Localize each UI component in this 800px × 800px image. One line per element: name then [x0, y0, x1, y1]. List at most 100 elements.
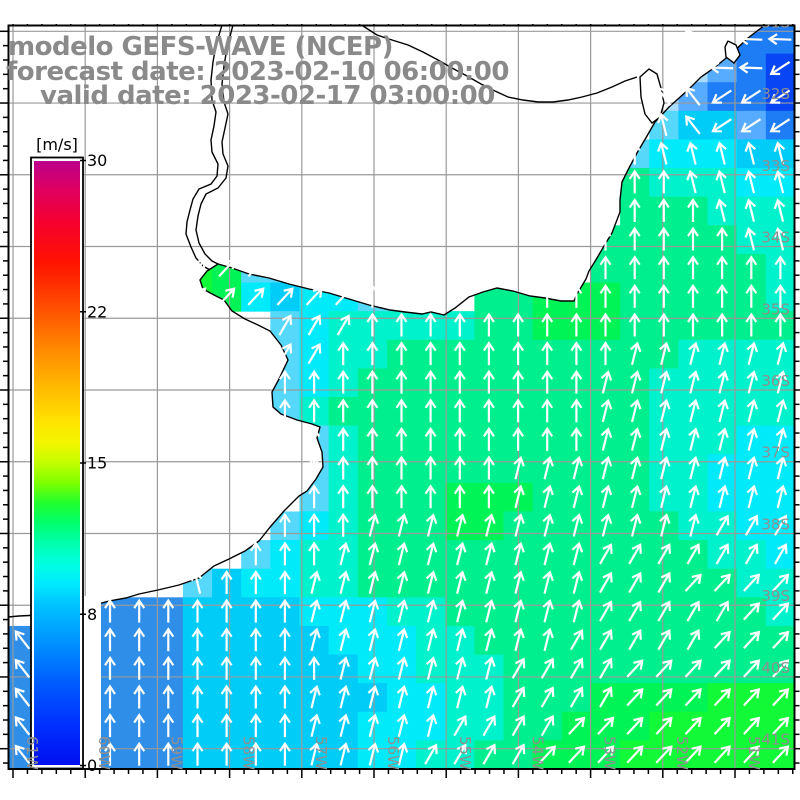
arrow-shaft — [218, 288, 235, 306]
arrow-head — [425, 541, 438, 553]
arrow-shaft — [657, 601, 671, 622]
arrow-head — [338, 627, 350, 639]
wind-arrow — [628, 628, 642, 651]
arrow-head — [545, 745, 557, 756]
arrow-head — [602, 628, 613, 640]
arrow-shaft — [628, 630, 642, 651]
arrow-head — [541, 312, 554, 323]
arrow-shaft — [599, 601, 612, 622]
wind-arrow — [482, 455, 495, 480]
arrow-head — [283, 258, 294, 270]
arrow-head — [748, 543, 759, 554]
wind-arrow — [772, 716, 790, 735]
arrow-head — [396, 742, 409, 753]
arrow-head — [338, 684, 350, 696]
wind-arrow — [424, 398, 437, 423]
arrow-shaft — [718, 486, 726, 509]
arrow-head — [778, 573, 790, 585]
wind-arrow — [133, 655, 146, 680]
arrow-shaft — [776, 486, 785, 509]
wind-arrow — [455, 570, 467, 594]
arrow-shaft — [776, 142, 785, 165]
arrow-head — [773, 141, 786, 152]
arrow-head — [691, 573, 702, 585]
wind-arrow — [746, 370, 759, 394]
arrow-head — [542, 484, 554, 496]
arrow-head — [309, 684, 321, 696]
wind-arrow — [220, 655, 233, 680]
arrow-shaft — [718, 142, 726, 165]
arrow-head — [691, 745, 702, 756]
wind-arrow — [424, 369, 437, 394]
arrow-head — [513, 455, 525, 467]
wind-arrow — [482, 743, 497, 765]
arrow-shaft — [747, 228, 756, 251]
wind-arrow — [367, 742, 380, 766]
arrow-shaft — [572, 514, 581, 537]
arrow-head — [541, 426, 554, 438]
arrow-head — [740, 122, 752, 133]
colorbar-unit-label: [m/s] — [36, 135, 78, 154]
arrow-head — [14, 687, 25, 698]
arrow-head — [311, 342, 322, 354]
wind-arrow — [688, 370, 700, 394]
arrow-head — [484, 656, 496, 667]
wind-arrow — [541, 341, 554, 366]
arrow-head — [425, 513, 438, 524]
arrow-head — [396, 656, 409, 667]
arrow-head — [308, 369, 321, 380]
wind-arrow — [571, 513, 584, 537]
wind-arrow — [773, 169, 786, 194]
wind-arrow — [396, 570, 409, 594]
arrow-head — [482, 398, 495, 409]
arrow-shaft — [424, 744, 438, 765]
wind-arrow — [773, 227, 786, 251]
arrow-head — [629, 341, 642, 353]
wind-arrow — [716, 283, 729, 308]
arrow-head — [711, 122, 722, 133]
arrow-shaft — [543, 543, 551, 566]
arrow-shaft — [339, 715, 347, 738]
arrow-shaft — [655, 660, 673, 678]
arrow-shaft — [686, 630, 700, 651]
map-border — [7, 24, 796, 770]
wind-arrow — [512, 369, 525, 394]
wind-arrow — [308, 369, 321, 394]
arrow-head — [600, 513, 613, 524]
arrow-shaft — [540, 716, 554, 737]
wind-arrow — [367, 541, 380, 566]
wind-arrow — [542, 627, 554, 652]
wind-arrow — [542, 513, 554, 537]
arrow-head — [717, 427, 729, 439]
arrow-shaft — [718, 343, 726, 366]
arrow-head — [687, 226, 699, 237]
wind-arrow — [159, 287, 178, 306]
arrow-head — [749, 688, 761, 699]
arrow-head — [769, 65, 781, 76]
arrow-head — [220, 684, 233, 695]
arrow-shaft — [426, 572, 435, 594]
arrow-shaft — [660, 486, 668, 509]
wind-arrow — [774, 312, 787, 337]
arrow-shaft — [713, 660, 731, 678]
wind-arrow — [629, 398, 642, 423]
arrow-head — [456, 714, 467, 726]
arrow-head — [278, 541, 291, 552]
wind-arrow — [482, 341, 495, 366]
arrow-head — [685, 114, 696, 126]
arrow-shaft — [742, 745, 760, 764]
arrow-shaft — [397, 657, 406, 680]
wind-arrow — [657, 226, 670, 251]
uruguay-river-west-bank — [185, 24, 223, 271]
wind-arrow — [453, 743, 467, 765]
arrow-head — [717, 455, 729, 467]
wind-arrow — [569, 686, 584, 708]
arrow-shaft — [453, 716, 467, 737]
arrow-head — [738, 33, 749, 46]
longitude-label: 53W — [601, 736, 619, 770]
arrow-shaft — [747, 171, 756, 194]
arrow-head — [396, 513, 409, 524]
wind-arrow — [424, 426, 437, 451]
wind-arrow — [278, 684, 291, 709]
